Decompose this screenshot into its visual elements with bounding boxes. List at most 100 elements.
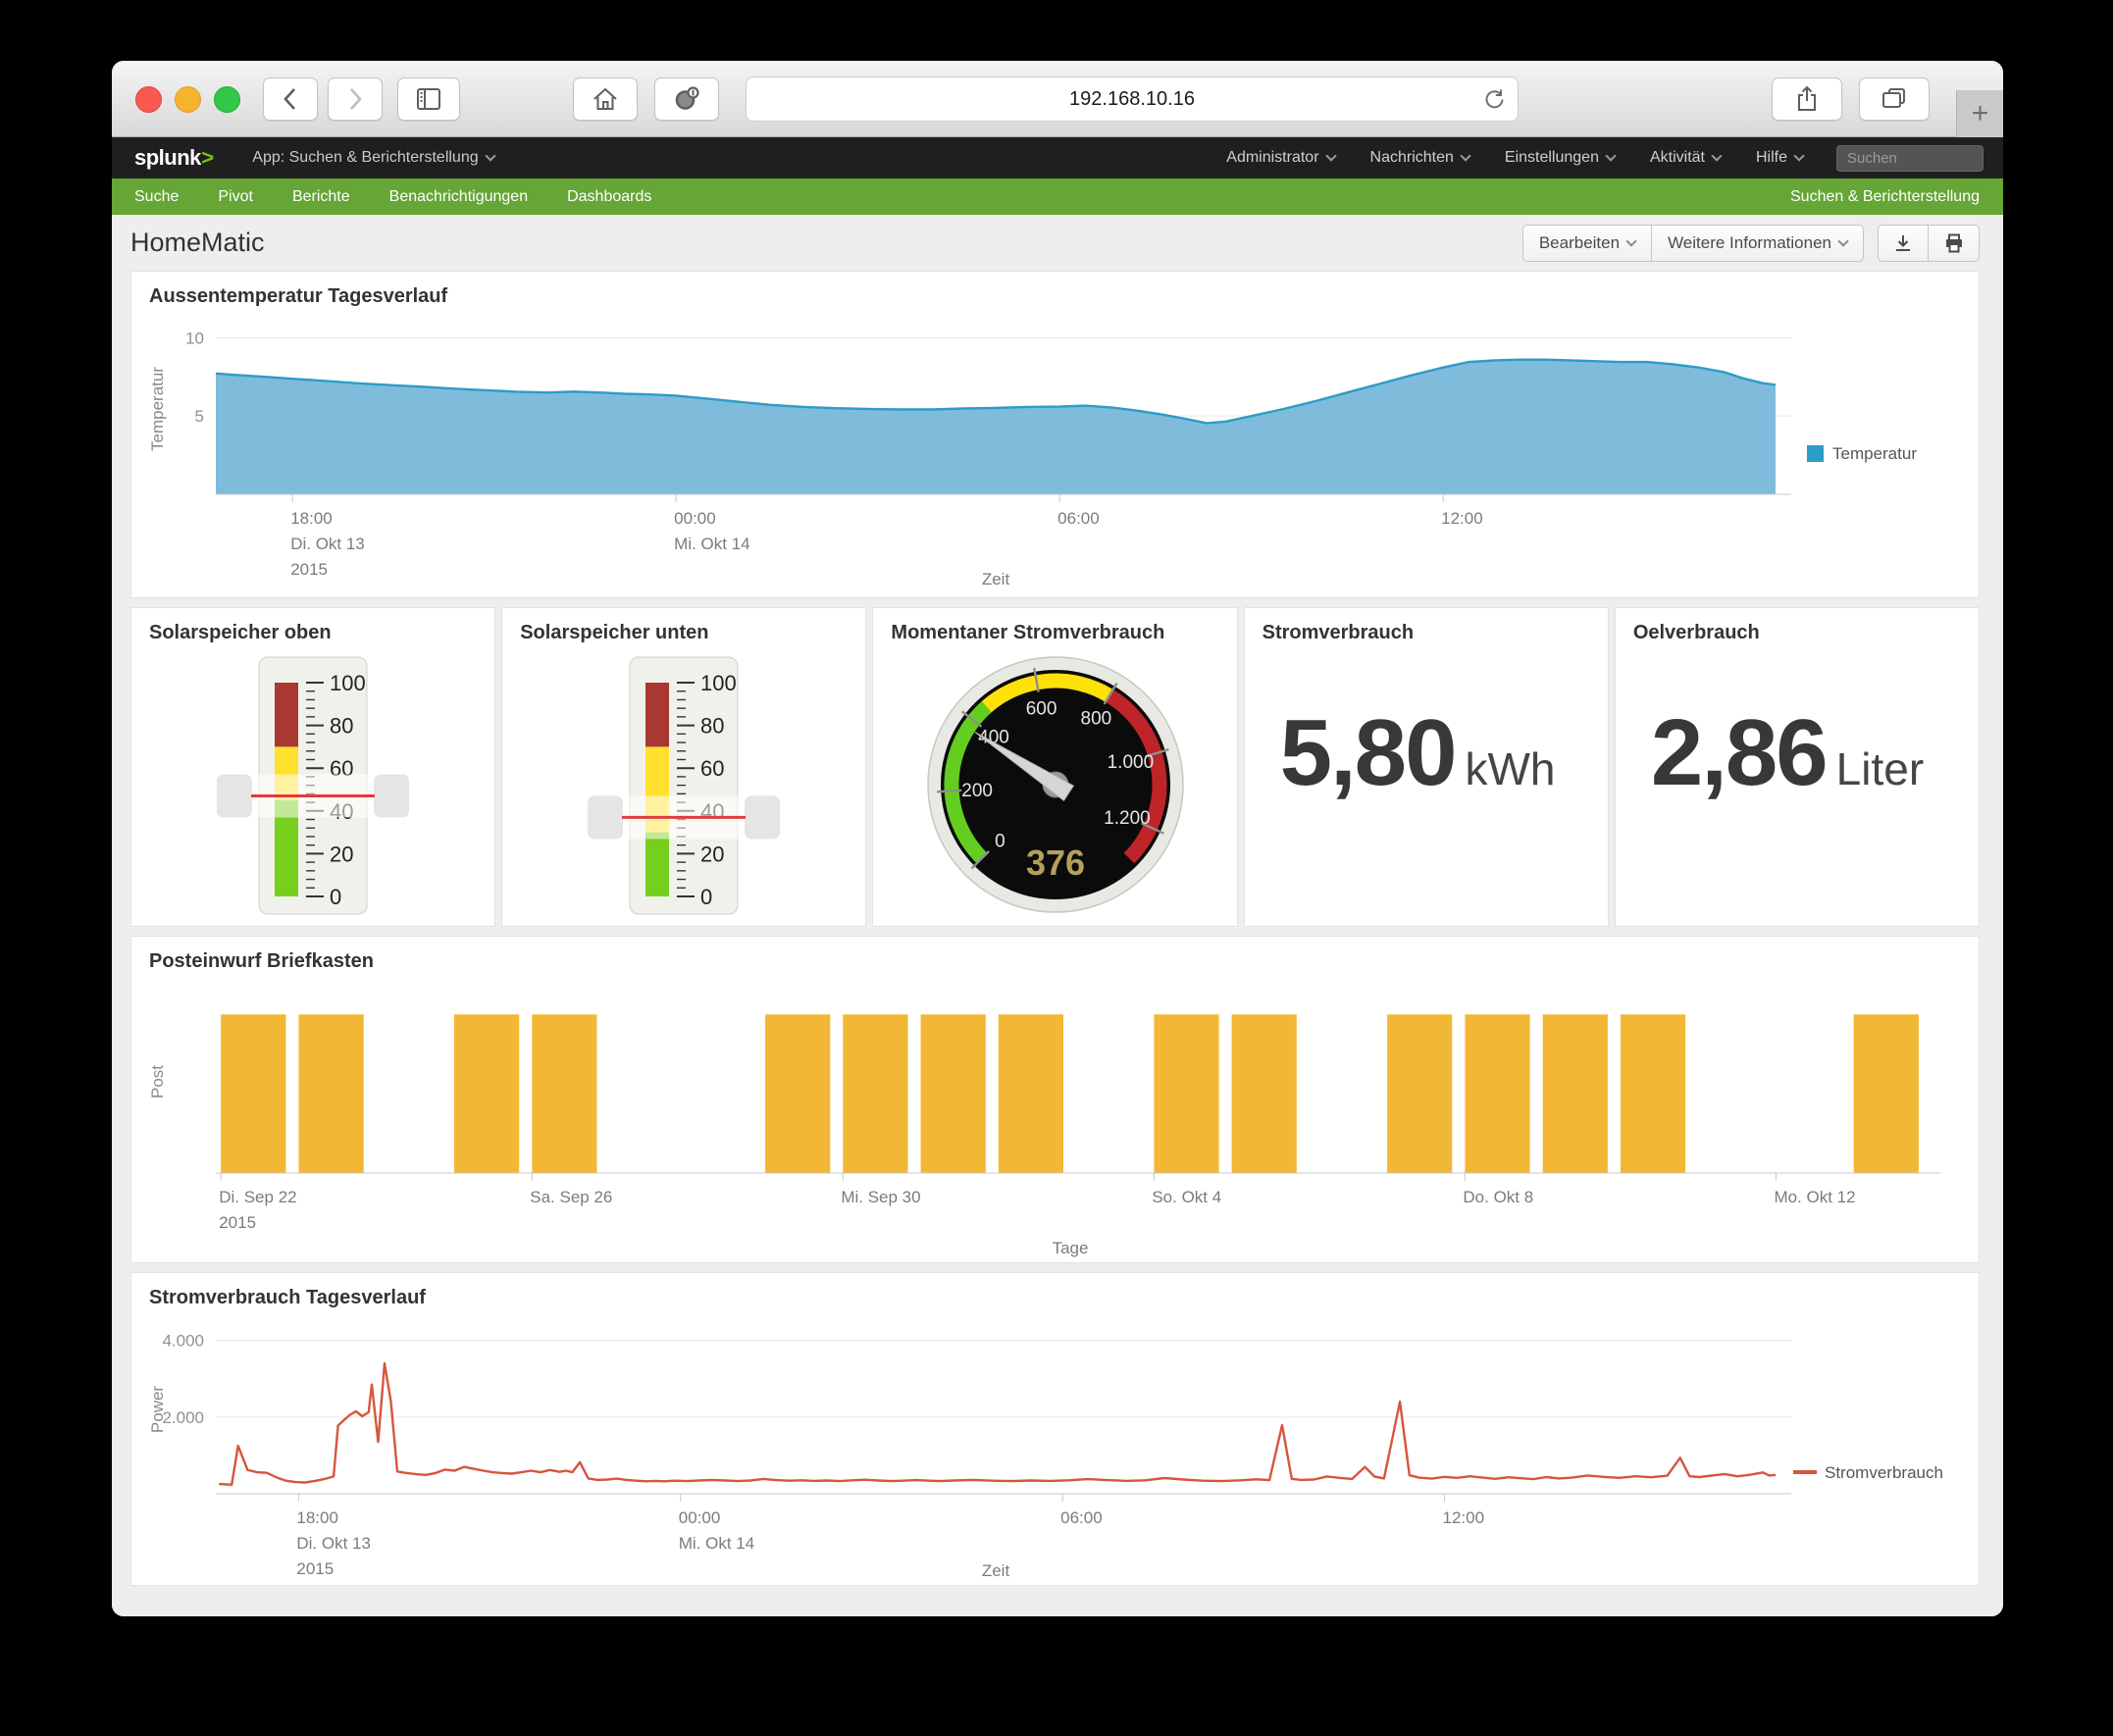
close-window-button[interactable] bbox=[135, 86, 162, 113]
tab-overview-button[interactable] bbox=[1859, 77, 1930, 121]
svg-text:Temperatur: Temperatur bbox=[1832, 444, 1917, 463]
app-name-label: Suchen & Berichterstellung bbox=[1790, 187, 1980, 205]
svg-text:2015: 2015 bbox=[296, 1559, 334, 1578]
home-button[interactable] bbox=[573, 77, 638, 121]
splunk-logo[interactable]: splunk> bbox=[134, 145, 214, 170]
bar-So. Okt 4[interactable] bbox=[1154, 1014, 1219, 1173]
panel-aussentemperatur: Aussentemperatur Tagesverlauf 5 10 Tempera… bbox=[130, 271, 1980, 598]
nav-item-benachrichtigungen[interactable]: Benachrichtigungen bbox=[388, 187, 529, 205]
panel-title: Stromverbrauch Tagesverlauf bbox=[149, 1287, 426, 1308]
url-text[interactable]: 192.168.10.16 bbox=[1069, 87, 1195, 110]
svg-text:00:00: 00:00 bbox=[674, 509, 716, 528]
sidebar-icon bbox=[417, 88, 440, 110]
svg-text:06:00: 06:00 bbox=[1060, 1508, 1103, 1527]
panel-solarspeicher-oben: Solarspeicher oben 020406080100 bbox=[130, 607, 496, 927]
zoom-window-button[interactable] bbox=[214, 86, 240, 113]
panel-solarspeicher-unten: Solarspeicher unten 020406080100 bbox=[501, 607, 867, 927]
bar-Mi. Sep 23[interactable] bbox=[298, 1014, 364, 1173]
minimize-window-button[interactable] bbox=[175, 86, 201, 113]
bar-Do. Okt 1[interactable] bbox=[920, 1014, 986, 1173]
power-line-chart[interactable]: 2.000 4.000 Power 18:00 Di. Okt 13 2015 00:00 M… bbox=[131, 1313, 1979, 1585]
forward-button[interactable] bbox=[328, 77, 383, 121]
temp-area-chart[interactable]: 5 10 Temperatur 18:00 Di. Okt 13 2015 00:00 Mi.… bbox=[131, 312, 1979, 593]
bar-Mo. Okt 5[interactable] bbox=[1231, 1014, 1297, 1173]
svg-text:06:00: 06:00 bbox=[1057, 509, 1100, 528]
bar-Di. Sep 29[interactable] bbox=[765, 1014, 831, 1173]
filler-gauge-unten[interactable]: 020406080100 bbox=[502, 648, 865, 926]
post-bar-chart[interactable]: Post Di. Sep 22 2015 Sa. Sep 26 Mi. Sep 30 So… bbox=[131, 977, 1979, 1262]
download-icon bbox=[1896, 234, 1910, 251]
bar-Sa. Okt 10[interactable] bbox=[1620, 1014, 1686, 1173]
svg-text:18:00: 18:00 bbox=[290, 509, 333, 528]
chevron-down-icon bbox=[484, 150, 496, 162]
home-icon bbox=[593, 87, 617, 110]
gauge_oben-svg: 020406080100 bbox=[217, 656, 410, 914]
svg-text:Di. Okt 13: Di. Okt 13 bbox=[296, 1534, 371, 1553]
svg-text:2015: 2015 bbox=[290, 560, 328, 579]
browser-toolbar: 192.168.10.16 + bbox=[112, 61, 2003, 137]
print-button[interactable] bbox=[1929, 224, 1980, 262]
edit-button[interactable]: Bearbeiten bbox=[1521, 224, 1653, 262]
chevron-down-icon bbox=[1324, 150, 1337, 162]
nav-item-suche[interactable]: Suche bbox=[134, 187, 180, 205]
dashboard: HomeMatic Bearbeiten Weitere Information… bbox=[112, 215, 2003, 1616]
topbar-menu-item[interactable]: Nachrichten bbox=[1370, 149, 1471, 167]
nav-item-berichte[interactable]: Berichte bbox=[291, 187, 350, 205]
tabs-icon bbox=[1882, 88, 1905, 108]
legend-swatch bbox=[1807, 445, 1824, 462]
gauge-needle bbox=[974, 731, 1074, 801]
svg-text:00:00: 00:00 bbox=[679, 1508, 721, 1527]
page-title: HomeMatic bbox=[130, 228, 265, 257]
bar-Sa. Sep 26[interactable] bbox=[532, 1014, 597, 1173]
panel-stromverbrauch-tagesverlauf: Stromverbrauch Tagesverlauf 2.000 4.000 Po… bbox=[130, 1272, 1980, 1586]
topbar-menu-item[interactable]: Hilfe bbox=[1756, 149, 1805, 167]
app-navbar: Suche Pivot Berichte Benachrichtigungen Dash… bbox=[112, 179, 2003, 215]
svg-text:Zeit: Zeit bbox=[982, 1561, 1010, 1580]
bar-Mi. Okt 7[interactable] bbox=[1387, 1014, 1453, 1173]
chevron-right-icon bbox=[350, 88, 362, 110]
bar-Do. Okt 8[interactable] bbox=[1465, 1014, 1530, 1173]
nav-item-dashboards[interactable]: Dashboards bbox=[567, 187, 652, 205]
chevron-down-icon bbox=[1605, 150, 1617, 162]
bar-Fr. Okt 9[interactable] bbox=[1542, 1014, 1608, 1173]
svg-text:Temperatur: Temperatur bbox=[148, 367, 167, 451]
topbar-menu-item[interactable]: Einstellungen bbox=[1505, 149, 1617, 167]
sidebar-button[interactable] bbox=[397, 77, 460, 121]
extension-button[interactable] bbox=[654, 77, 719, 121]
panel-title: Aussentemperatur Tagesverlauf bbox=[149, 285, 448, 307]
bar-Fr. Sep 25[interactable] bbox=[454, 1014, 520, 1173]
nav-item-pivot[interactable]: Pivot bbox=[218, 187, 253, 205]
svg-text:5: 5 bbox=[195, 407, 204, 426]
svg-text:376: 376 bbox=[1025, 842, 1084, 883]
more-info-button[interactable]: Weitere Informationen bbox=[1652, 224, 1864, 262]
bar-Di. Okt 13[interactable] bbox=[1853, 1014, 1919, 1173]
filler-gauge-oben[interactable]: 020406080100 bbox=[131, 648, 494, 926]
svg-text:Tage: Tage bbox=[1053, 1239, 1089, 1257]
svg-text:18:00: 18:00 bbox=[296, 1508, 338, 1527]
topbar-menu-item[interactable]: Aktivität bbox=[1650, 149, 1723, 167]
share-button[interactable] bbox=[1772, 77, 1842, 121]
global-search-input[interactable] bbox=[1836, 144, 1984, 172]
bar-Mi. Sep 30[interactable] bbox=[843, 1014, 908, 1173]
export-button[interactable] bbox=[1878, 224, 1929, 262]
single-value-unit: kWh bbox=[1465, 743, 1556, 794]
topbar-menu-item[interactable]: Administrator bbox=[1226, 149, 1337, 167]
svg-text:Mi. Okt 14: Mi. Okt 14 bbox=[674, 535, 749, 553]
radial-gauge[interactable]: 0 200 400 600 800 1.000 1.200 376 bbox=[873, 648, 1236, 926]
svg-text:20: 20 bbox=[330, 842, 353, 866]
app-menu[interactable]: App: Suchen & Berichterstellung bbox=[252, 149, 496, 167]
single-value-number: 5,80 bbox=[1279, 700, 1458, 805]
bar-Di. Sep 22[interactable] bbox=[221, 1014, 286, 1173]
url-bar[interactable]: 192.168.10.16 bbox=[746, 77, 1519, 122]
bar-Fr. Okt 2[interactable] bbox=[998, 1014, 1063, 1173]
svg-text:4.000: 4.000 bbox=[162, 1332, 204, 1351]
reload-button[interactable] bbox=[1472, 87, 1518, 111]
single-value: 2,86 Liter bbox=[1616, 648, 1979, 807]
svg-text:10: 10 bbox=[185, 329, 204, 347]
svg-text:60: 60 bbox=[700, 756, 724, 781]
svg-text:2015: 2015 bbox=[219, 1213, 256, 1232]
svg-text:20: 20 bbox=[700, 842, 724, 866]
new-tab-button[interactable]: + bbox=[1956, 90, 2003, 137]
back-button[interactable] bbox=[263, 77, 318, 121]
panel-title: Solarspeicher oben bbox=[149, 622, 332, 643]
